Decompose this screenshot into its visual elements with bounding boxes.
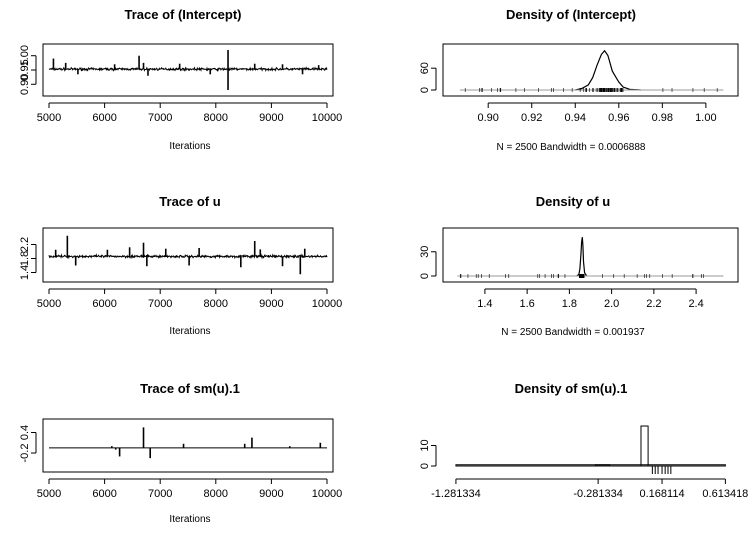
y-tick-label: 1.4: [19, 265, 31, 280]
plot-frame: [42, 227, 334, 283]
density-curve: [576, 237, 588, 277]
x-tick-label: 2.2: [646, 298, 661, 310]
x-axis-label: N = 2500 Bandwidth = 0.001937: [501, 327, 645, 338]
x-tick-label: 10000: [312, 298, 343, 310]
y-tick-label: 0.90: [19, 74, 31, 95]
x-tick-label: 8000: [204, 488, 228, 500]
x-tick-label: -1.281334: [431, 488, 481, 500]
density-curve: [575, 49, 641, 91]
y-tick-label: 0: [419, 87, 431, 93]
x-tick-label: 8000: [204, 298, 228, 310]
x-tick-label: 9000: [259, 298, 283, 310]
y-tick-label: 0: [419, 463, 431, 469]
x-tick-label: 0.90: [477, 112, 498, 124]
x-tick-label: 8000: [204, 112, 228, 124]
x-tick-label: 0.96: [608, 112, 629, 124]
x-axis-label: Iterations: [169, 326, 210, 337]
x-axis-label: Iterations: [169, 514, 210, 525]
x-tick-label: 0.94: [565, 112, 586, 124]
x-tick-label: 6000: [92, 488, 116, 500]
chart-title: Trace of u: [159, 194, 220, 209]
chart-title: Density of (Intercept): [506, 7, 636, 22]
x-tick-label: 2.0: [604, 298, 619, 310]
x-tick-label: 9000: [259, 488, 283, 500]
plot-frame: [442, 227, 739, 283]
density-bar: [640, 425, 649, 467]
x-tick-label: 9000: [259, 112, 283, 124]
x-tick-label: 1.4: [477, 298, 492, 310]
x-tick-label: 5000: [37, 488, 61, 500]
x-axis-label: N = 2500 Bandwidth = 0.0006888: [496, 142, 645, 153]
x-tick-label: 2.4: [688, 298, 703, 310]
x-tick-label: 1.8: [562, 298, 577, 310]
y-tick-label: 0: [419, 273, 431, 279]
y-tick-label: 1.00: [19, 45, 31, 66]
x-tick-label: 7000: [148, 298, 172, 310]
y-tick-label: -0.2: [19, 444, 31, 463]
x-tick-label: 10000: [312, 112, 343, 124]
x-tick-label: 0.613418: [702, 488, 748, 500]
plot-frame: [42, 43, 334, 97]
x-tick-label: 6000: [92, 112, 116, 124]
x-tick-label: 7000: [148, 488, 172, 500]
x-tick-label: 1.6: [519, 298, 534, 310]
x-tick-label: 0.98: [652, 112, 673, 124]
y-tick-label: 60: [419, 62, 431, 74]
y-tick-label: 10: [419, 439, 431, 451]
y-tick-label: 1.8: [19, 251, 31, 266]
trace-series-line: [48, 66, 328, 73]
x-tick-label: 0.168114: [640, 488, 685, 500]
plot-frame: [442, 43, 739, 97]
x-tick-label: 7000: [148, 112, 172, 124]
trace-series-line: [48, 253, 328, 260]
y-tick-label: 2.2: [19, 237, 31, 252]
x-tick-label: -0.281334: [573, 488, 623, 500]
x-axis-label: Iterations: [169, 141, 210, 152]
chart-title: Density of u: [536, 194, 610, 209]
x-tick-label: 6000: [92, 298, 116, 310]
plot-frame: [42, 418, 334, 473]
x-tick-label: 5000: [37, 298, 61, 310]
y-tick-label: 30: [419, 246, 431, 258]
y-tick-label: 0.4: [19, 425, 31, 440]
chart-title: Density of sm(u).1: [515, 381, 628, 396]
x-tick-label: 1.00: [695, 112, 716, 124]
x-tick-label: 10000: [312, 488, 343, 500]
chart-title: Trace of sm(u).1: [140, 381, 240, 396]
y-tick-label: 0.95: [19, 59, 31, 80]
chart-title: Trace of (Intercept): [124, 7, 241, 22]
x-tick-label: 5000: [37, 112, 61, 124]
x-tick-label: 0.92: [521, 112, 542, 124]
